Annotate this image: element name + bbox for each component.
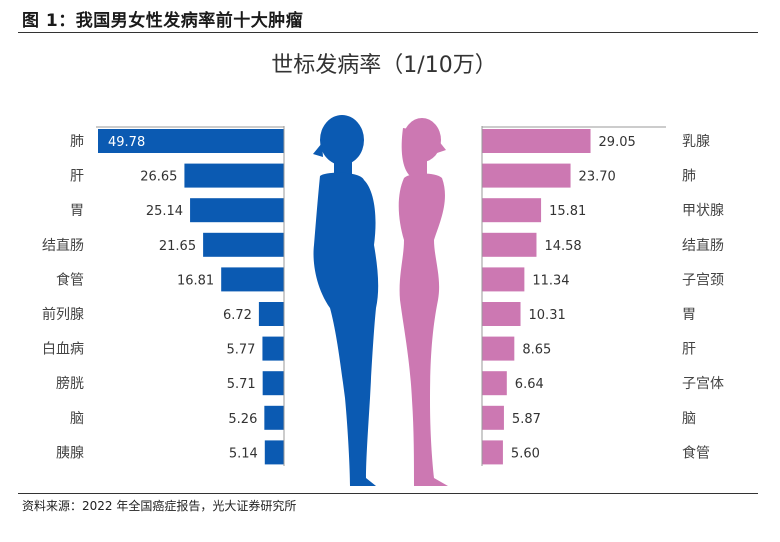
- female-value-label: 6.64: [515, 377, 544, 392]
- male-bar-group: 49.78 肺 26.65 肝 25.14 胃 21.65 结直肠 16.81 食管 6.72 前列腺…: [42, 129, 284, 465]
- female-bar: [482, 336, 515, 361]
- male-bar: [264, 405, 284, 430]
- female-value-label: 29.05: [599, 135, 636, 150]
- male-bar: [184, 163, 284, 188]
- male-category-label: 肝: [70, 169, 84, 185]
- male-silhouette-icon: [313, 115, 379, 486]
- female-bar: [482, 129, 591, 153]
- male-category-label: 脑: [70, 411, 84, 427]
- female-value-label: 14.58: [544, 239, 581, 254]
- male-value-label: 26.65: [140, 170, 177, 185]
- female-category-label: 乳腺: [682, 134, 710, 150]
- chart: 世标发病率（1/10万） 49.78 肺 26.65 肝 25.14 胃 21.65 结直肠 1…: [42, 53, 724, 486]
- female-category-label: 肝: [682, 342, 696, 358]
- male-bar: [262, 336, 284, 361]
- male-bar: [190, 198, 284, 223]
- female-value-label: 11.34: [532, 273, 569, 288]
- male-value-label: 5.14: [229, 446, 258, 461]
- male-value-label: 5.77: [226, 343, 255, 358]
- male-value-label: 49.78: [108, 135, 145, 150]
- female-category-label: 子宫颈: [682, 272, 724, 288]
- male-value-label: 6.72: [223, 308, 252, 323]
- female-value-label: 5.60: [511, 446, 540, 461]
- male-category-label: 结直肠: [42, 237, 84, 254]
- female-bar: [482, 198, 542, 223]
- male-category-label: 白血病: [42, 342, 84, 358]
- source-note: 资料来源：2022 年全国癌症报告，光大证券研究所: [22, 499, 297, 513]
- female-bar: [482, 440, 503, 465]
- male-bar: [98, 129, 284, 153]
- male-value-label: 5.26: [228, 412, 257, 427]
- figure-title: 图 1：我国男女性发病率前十大肿瘤: [22, 11, 304, 31]
- female-value-label: 10.31: [529, 308, 566, 323]
- female-category-label: 胃: [682, 307, 696, 323]
- male-bar: [264, 440, 284, 465]
- female-bar: [482, 302, 521, 326]
- male-value-label: 21.65: [159, 239, 196, 254]
- female-value-label: 5.87: [512, 412, 541, 427]
- male-bar: [221, 267, 284, 292]
- male-value-label: 5.71: [227, 377, 256, 392]
- female-silhouette-icon: [398, 118, 448, 486]
- female-category-label: 子宫体: [682, 376, 724, 392]
- female-bar: [482, 371, 507, 396]
- female-bar-group: 29.05 乳腺 23.70 肺 15.81 甲状腺 14.58 结直肠 11.34 子宫颈 10.…: [482, 129, 724, 465]
- male-bar: [203, 232, 284, 257]
- female-category-label: 甲状腺: [682, 203, 724, 219]
- chart-title: 世标发病率（1/10万）: [271, 53, 496, 78]
- female-bar: [482, 405, 504, 430]
- male-value-label: 25.14: [146, 204, 183, 219]
- female-category-label: 结直肠: [682, 237, 724, 254]
- female-bar: [482, 267, 525, 292]
- male-category-label: 前列腺: [42, 306, 84, 323]
- female-bar: [482, 232, 537, 257]
- male-bar: [258, 302, 284, 326]
- top-rule: [18, 32, 758, 33]
- male-category-label: 胰腺: [56, 445, 84, 461]
- male-value-label: 16.81: [177, 273, 214, 288]
- female-category-label: 脑: [682, 411, 696, 427]
- male-category-label: 食管: [56, 271, 84, 288]
- female-value-label: 23.70: [579, 170, 616, 185]
- female-value-label: 8.65: [522, 343, 551, 358]
- male-bar: [262, 371, 284, 396]
- female-category-label: 肺: [682, 169, 696, 185]
- male-category-label: 胃: [70, 203, 84, 219]
- male-category-label: 膀胱: [56, 375, 84, 392]
- bottom-rule: [18, 493, 758, 494]
- female-category-label: 食管: [682, 444, 710, 461]
- female-value-label: 15.81: [549, 204, 586, 219]
- female-bar: [482, 163, 571, 188]
- male-category-label: 肺: [70, 134, 84, 150]
